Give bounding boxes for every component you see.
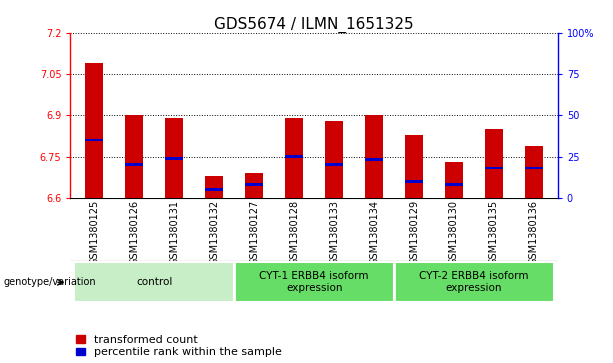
Bar	[85, 139, 104, 142]
Bar	[325, 121, 343, 198]
Bar	[205, 176, 223, 198]
Bar	[126, 115, 143, 198]
Text: GSM1380134: GSM1380134	[369, 200, 379, 265]
Bar	[166, 118, 183, 198]
Text: genotype/variation: genotype/variation	[3, 277, 96, 287]
Text: GSM1380127: GSM1380127	[249, 200, 259, 265]
Bar	[126, 163, 143, 166]
Title: GDS5674 / ILMN_1651325: GDS5674 / ILMN_1651325	[215, 16, 414, 33]
Text: GSM1380135: GSM1380135	[489, 200, 499, 265]
Text: control: control	[136, 277, 173, 287]
Bar	[445, 162, 463, 198]
Bar	[234, 262, 394, 302]
Bar	[405, 135, 423, 198]
Text: GSM1380126: GSM1380126	[129, 200, 139, 265]
Bar	[445, 183, 463, 186]
Bar	[285, 155, 303, 158]
Bar	[325, 163, 343, 166]
Bar	[285, 118, 303, 198]
Bar	[525, 167, 543, 170]
Bar	[166, 157, 183, 160]
Text: GSM1380128: GSM1380128	[289, 200, 299, 265]
Text: GSM1380133: GSM1380133	[329, 200, 339, 265]
Bar	[75, 262, 234, 302]
Bar	[485, 167, 503, 170]
Bar	[245, 173, 263, 198]
Bar	[485, 129, 503, 198]
Bar	[394, 262, 554, 302]
Bar	[245, 183, 263, 186]
Bar	[205, 188, 223, 191]
Bar	[85, 63, 104, 198]
Legend: transformed count, percentile rank within the sample: transformed count, percentile rank withi…	[76, 335, 282, 358]
Text: GSM1380136: GSM1380136	[529, 200, 539, 265]
Text: GSM1380132: GSM1380132	[209, 200, 219, 265]
Bar	[405, 180, 423, 183]
Text: GSM1380129: GSM1380129	[409, 200, 419, 265]
Bar	[365, 115, 383, 198]
Text: CYT-1 ERBB4 isoform
expression: CYT-1 ERBB4 isoform expression	[259, 272, 369, 293]
Text: GSM1380125: GSM1380125	[89, 200, 99, 265]
Bar	[365, 159, 383, 161]
Bar	[525, 146, 543, 198]
Text: GSM1380131: GSM1380131	[169, 200, 180, 265]
Text: CYT-2 ERBB4 isoform
expression: CYT-2 ERBB4 isoform expression	[419, 272, 528, 293]
Text: GSM1380130: GSM1380130	[449, 200, 459, 265]
